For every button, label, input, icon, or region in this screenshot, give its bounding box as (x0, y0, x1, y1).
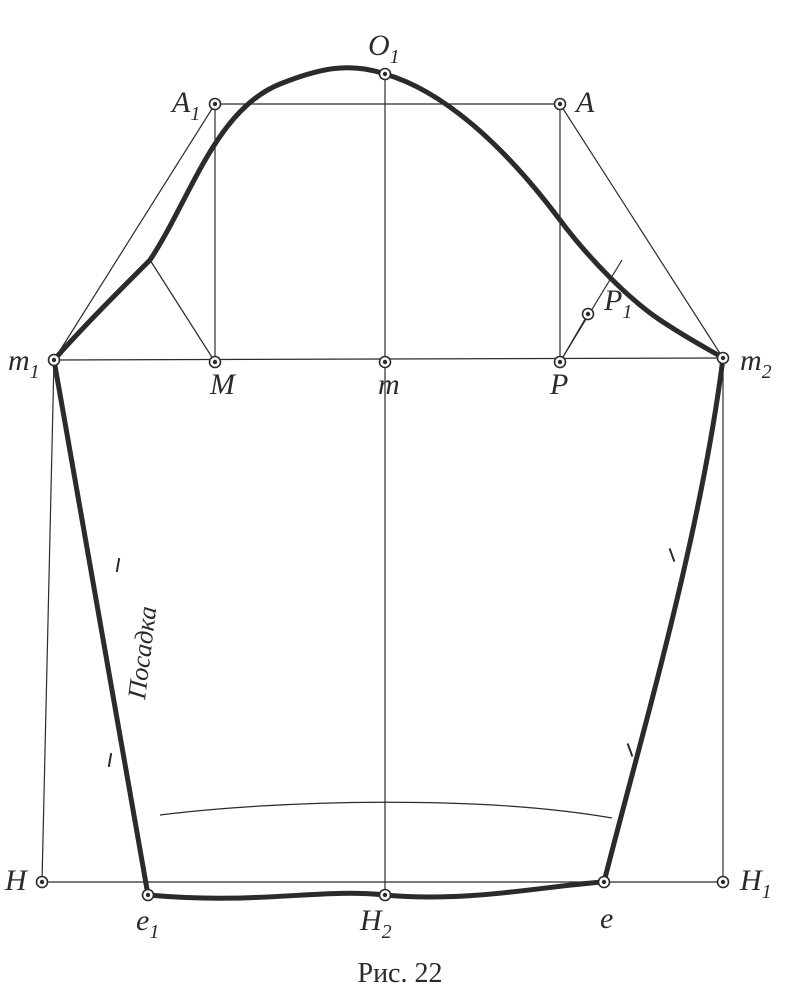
point-label-P1: P1 (603, 284, 632, 323)
construction-line (150, 260, 215, 362)
point-label-O1: O1 (368, 29, 400, 68)
construction-line (42, 360, 54, 882)
point-dot-e (602, 880, 606, 884)
point-label-e: e (600, 902, 613, 935)
construction-line (54, 104, 215, 360)
point-label-M: M (209, 368, 237, 401)
point-label-A1: A1 (170, 86, 200, 125)
seam-side-text: Посадка (122, 605, 162, 702)
sleeve-outline-1 (604, 358, 723, 882)
point-label-A: A (574, 86, 595, 119)
point-label-m2: m2 (740, 344, 772, 383)
point-dot-O1 (383, 72, 387, 76)
sleeve-outline-2 (148, 882, 604, 898)
point-label-m: m (378, 368, 400, 401)
seam-tick (670, 548, 675, 561)
point-dot-A (558, 102, 562, 106)
construction-line (560, 314, 588, 362)
point-label-H2: H2 (359, 904, 392, 943)
inner-hem-curve (160, 802, 612, 818)
point-dot-H1 (721, 880, 725, 884)
seam-tick (109, 753, 111, 767)
point-dot-e1 (146, 893, 150, 897)
point-label-e1: e1 (136, 904, 159, 943)
point-label-m1: m1 (8, 344, 40, 383)
point-label-H: H (4, 864, 29, 897)
sleeve-pattern-diagram: O1 A1 A P1 m1 Mm Pm2 He1 H2 e H1 Посадка (0, 0, 800, 960)
point-dot-m (383, 360, 387, 364)
point-dot-m2 (721, 356, 725, 360)
point-dot-P (558, 360, 562, 364)
point-dot-P1 (586, 312, 590, 316)
seam-tick (117, 558, 119, 572)
point-dot-H (40, 880, 44, 884)
point-label-H1: H1 (739, 864, 772, 903)
point-dot-H2 (383, 893, 387, 897)
point-label-P: P (549, 368, 568, 401)
point-dot-A1 (213, 102, 217, 106)
point-dot-m1 (52, 358, 56, 362)
figure-caption: Рис. 22 (0, 958, 800, 990)
seam-tick (628, 743, 633, 756)
point-dot-M (213, 360, 217, 364)
